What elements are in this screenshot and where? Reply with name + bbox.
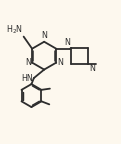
Text: N: N	[64, 38, 70, 47]
Text: N: N	[25, 58, 31, 67]
Text: N: N	[58, 58, 64, 67]
Text: N: N	[41, 31, 47, 40]
Text: N: N	[89, 64, 95, 73]
Text: HN: HN	[21, 74, 33, 83]
Text: H$_2$N: H$_2$N	[6, 23, 23, 36]
